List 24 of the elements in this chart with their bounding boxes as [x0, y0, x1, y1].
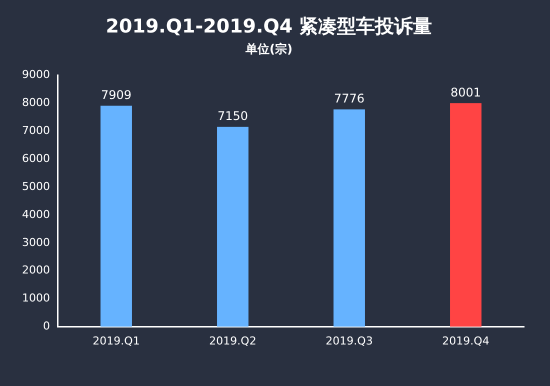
x-tick-label: 2019.Q2	[209, 334, 256, 348]
y-tick-label: 7000	[22, 124, 50, 137]
bar	[450, 103, 482, 327]
y-tick-label: 1000	[22, 292, 50, 305]
bar	[334, 109, 365, 327]
data-label: 7150	[217, 109, 248, 124]
chart-title: 2019.Q1-2019.Q4 紧凑型车投诉量	[106, 15, 432, 38]
y-tick-label: 3000	[22, 236, 50, 249]
x-tick-label: 2019.Q3	[326, 334, 373, 348]
y-tick-label: 0	[42, 320, 50, 333]
x-tick-label: 2019.Q4	[442, 334, 490, 348]
y-tick-label: 9000	[22, 68, 50, 82]
y-tick-label: 6000	[22, 152, 50, 165]
bar	[100, 106, 132, 327]
data-label: 8001	[450, 85, 482, 100]
y-tick-label: 5000	[22, 180, 50, 193]
bar	[217, 126, 248, 327]
y-tick-label: 2000	[22, 264, 50, 277]
chart-subtitle: 单位(宗)	[244, 42, 292, 56]
y-tick-label: 8000	[22, 96, 50, 110]
data-label: 7776	[334, 92, 365, 106]
y-tick-label: 4000	[22, 208, 50, 221]
data-label: 7909	[100, 88, 132, 102]
x-tick-label: 2019.Q1	[92, 334, 140, 348]
